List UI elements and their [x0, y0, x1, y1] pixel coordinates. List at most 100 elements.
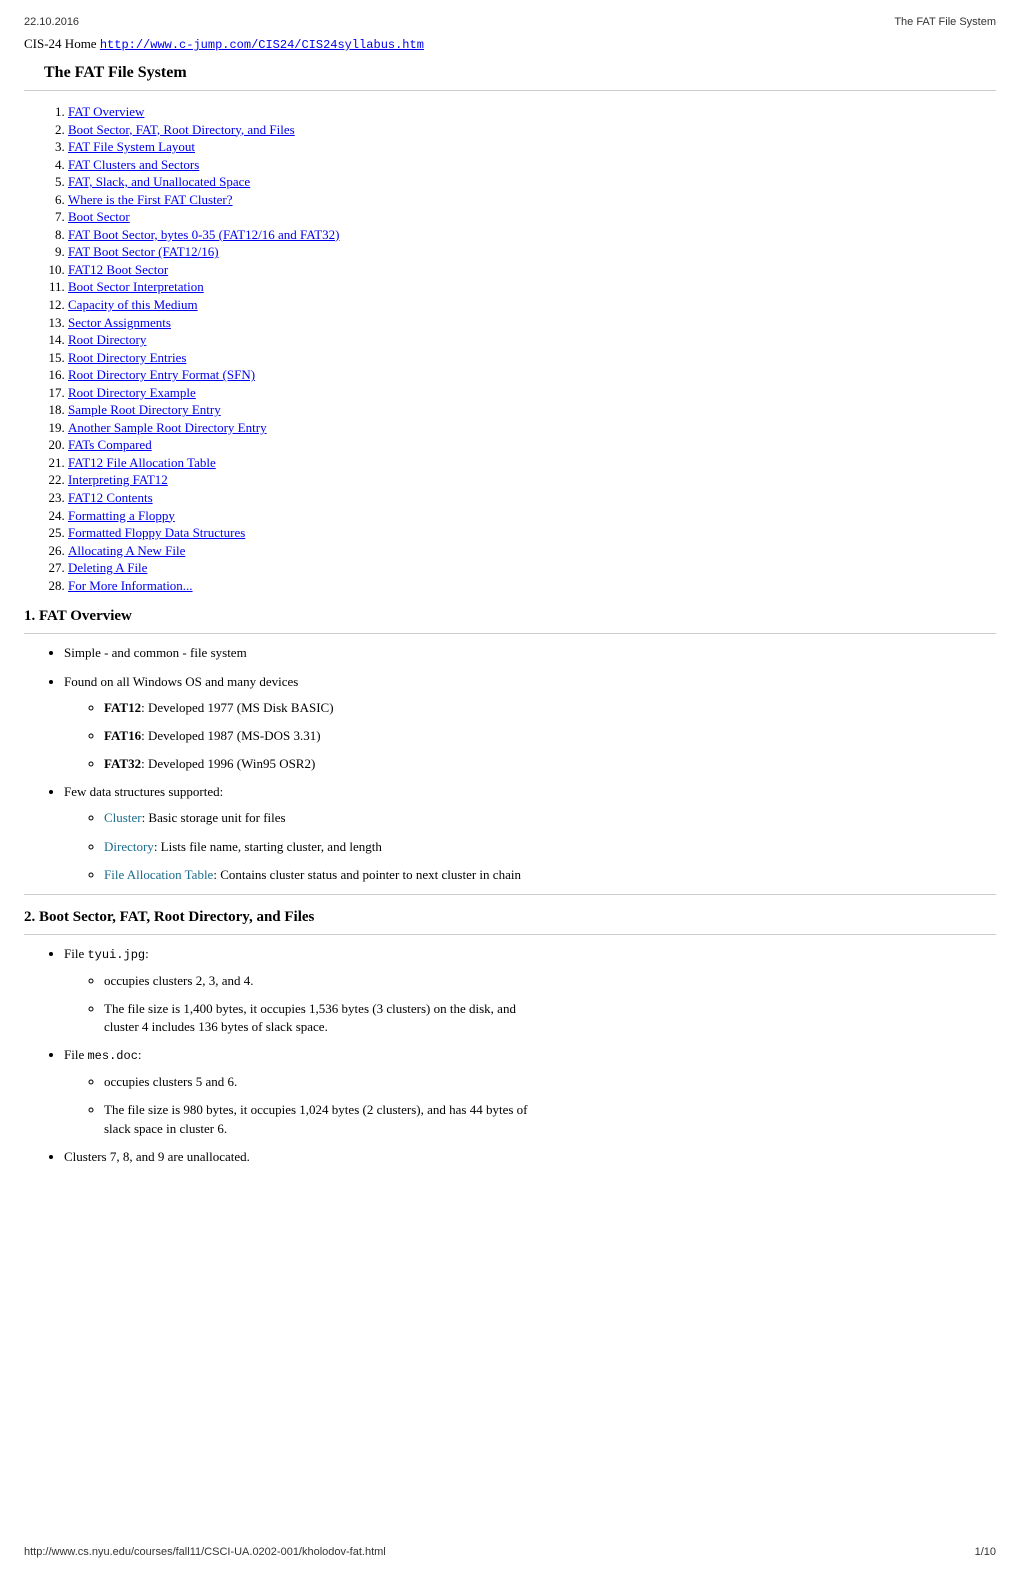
toc-link-2[interactable]: Boot Sector, FAT, Root Directory, and Fi…	[68, 122, 295, 137]
toc-link-7[interactable]: Boot Sector	[68, 209, 130, 224]
list-text: : Basic storage unit for files	[142, 810, 286, 825]
divider	[24, 90, 996, 91]
toc-item: Deleting A File	[68, 559, 996, 577]
toc-item: Boot Sector, FAT, Root Directory, and Fi…	[68, 121, 996, 139]
toc-item: Root Directory	[68, 331, 996, 349]
toc-link-23[interactable]: FAT12 Contents	[68, 490, 153, 505]
page-header: 22.10.2016 The FAT File System	[24, 16, 996, 28]
toc-item: Where is the First FAT Cluster?	[68, 191, 996, 209]
toc-link-14[interactable]: Root Directory	[68, 332, 146, 347]
toc-item: FAT Overview	[68, 103, 996, 121]
bold-term: FAT16	[104, 728, 141, 743]
sublist: occupies clusters 2, 3, and 4. The file …	[84, 972, 996, 1037]
toc-link-16[interactable]: Root Directory Entry Format (SFN)	[68, 367, 255, 382]
list-item: The file size is 980 bytes, it occupies …	[104, 1101, 544, 1137]
toc-link-19[interactable]: Another Sample Root Directory Entry	[68, 420, 267, 435]
list-item: FAT16: Developed 1987 (MS-DOS 3.31)	[104, 727, 996, 745]
toc-link-26[interactable]: Allocating A New File	[68, 543, 185, 558]
filename: mes.doc	[87, 1049, 137, 1063]
list-item: File Allocation Table: Contains cluster …	[104, 866, 996, 884]
list-item: occupies clusters 2, 3, and 4.	[104, 972, 996, 990]
toc-link-24[interactable]: Formatting a Floppy	[68, 508, 175, 523]
page-title: The FAT File System	[44, 64, 996, 82]
list-text: : Contains cluster status and pointer to…	[213, 867, 521, 882]
section-2-heading: 2. Boot Sector, FAT, Root Directory, and…	[24, 909, 996, 926]
section-1-body: Simple - and common - file system Found …	[44, 644, 996, 884]
toc-item: FAT12 Contents	[68, 489, 996, 507]
toc-link-18[interactable]: Sample Root Directory Entry	[68, 402, 221, 417]
list-text: Few data structures supported:	[64, 784, 223, 799]
divider	[24, 633, 996, 634]
toc-item: Interpreting FAT12	[68, 471, 996, 489]
toc-item: FAT12 File Allocation Table	[68, 454, 996, 472]
toc-item: Root Directory Entries	[68, 349, 996, 367]
toc-item: Formatting a Floppy	[68, 507, 996, 525]
toc-item: Boot Sector Interpretation	[68, 278, 996, 296]
toc-item: Sector Assignments	[68, 314, 996, 332]
toc-link-1[interactable]: FAT Overview	[68, 104, 144, 119]
toc-item: FAT File System Layout	[68, 138, 996, 156]
bold-term: FAT12	[104, 700, 141, 715]
toc-item: Boot Sector	[68, 208, 996, 226]
list-item: FAT32: Developed 1996 (Win95 OSR2)	[104, 755, 996, 773]
list-item: Simple - and common - file system	[64, 644, 996, 662]
toc-link-4[interactable]: FAT Clusters and Sectors	[68, 157, 199, 172]
term: Cluster	[104, 810, 142, 825]
list-item: Cluster: Basic storage unit for files	[104, 809, 996, 827]
toc-item: FAT12 Boot Sector	[68, 261, 996, 279]
toc-item: FAT Boot Sector, bytes 0-35 (FAT12/16 an…	[68, 226, 996, 244]
toc-link-15[interactable]: Root Directory Entries	[68, 350, 186, 365]
home-link[interactable]: http://www.c-jump.com/CIS24/CIS24syllabu…	[100, 38, 424, 52]
toc-item: Root Directory Example	[68, 384, 996, 402]
toc-link-5[interactable]: FAT, Slack, and Unallocated Space	[68, 174, 250, 189]
list-text: File	[64, 1047, 87, 1062]
toc-link-6[interactable]: Where is the First FAT Cluster?	[68, 192, 233, 207]
bold-term: FAT32	[104, 756, 141, 771]
section-1-heading: 1. FAT Overview	[24, 608, 996, 625]
toc-link-10[interactable]: FAT12 Boot Sector	[68, 262, 168, 277]
toc-item: FAT Clusters and Sectors	[68, 156, 996, 174]
toc-link-25[interactable]: Formatted Floppy Data Structures	[68, 525, 245, 540]
toc-item: Formatted Floppy Data Structures	[68, 524, 996, 542]
sublist: FAT12: Developed 1977 (MS Disk BASIC) FA…	[84, 699, 996, 774]
toc-link-9[interactable]: FAT Boot Sector (FAT12/16)	[68, 244, 219, 259]
toc-link-12[interactable]: Capacity of this Medium	[68, 297, 198, 312]
header-title: The FAT File System	[894, 16, 996, 28]
toc-link-3[interactable]: FAT File System Layout	[68, 139, 195, 154]
toc-link-22[interactable]: Interpreting FAT12	[68, 472, 168, 487]
list-text: : Developed 1996 (Win95 OSR2)	[141, 756, 315, 771]
toc-link-11[interactable]: Boot Sector Interpretation	[68, 279, 204, 294]
toc-link-17[interactable]: Root Directory Example	[68, 385, 196, 400]
toc-link-13[interactable]: Sector Assignments	[68, 315, 171, 330]
filename: tyui.jpg	[87, 948, 145, 962]
list-item: File tyui.jpg: occupies clusters 2, 3, a…	[64, 945, 996, 1036]
toc-link-27[interactable]: Deleting A File	[68, 560, 147, 575]
list-text: File	[64, 946, 87, 961]
sublist: Cluster: Basic storage unit for files Di…	[84, 809, 996, 884]
toc-link-20[interactable]: FATs Compared	[68, 437, 152, 452]
divider	[24, 934, 996, 935]
list-text: : Developed 1987 (MS-DOS 3.31)	[141, 728, 320, 743]
list-item: Found on all Windows OS and many devices…	[64, 673, 996, 774]
header-date: 22.10.2016	[24, 16, 79, 28]
toc-link-8[interactable]: FAT Boot Sector, bytes 0-35 (FAT12/16 an…	[68, 227, 340, 242]
list-text: : Lists file name, starting cluster, and…	[154, 839, 382, 854]
list-item: Directory: Lists file name, starting clu…	[104, 838, 996, 856]
toc-link-28[interactable]: For More Information...	[68, 578, 193, 593]
list-item: Few data structures supported: Cluster: …	[64, 783, 996, 884]
toc-item: For More Information...	[68, 577, 996, 595]
toc-link-21[interactable]: FAT12 File Allocation Table	[68, 455, 216, 470]
term: File Allocation Table	[104, 867, 213, 882]
toc-item: Root Directory Entry Format (SFN)	[68, 366, 996, 384]
page-footer: http://www.cs.nyu.edu/courses/fall11/CSC…	[24, 1546, 996, 1558]
table-of-contents: FAT Overview Boot Sector, FAT, Root Dire…	[44, 103, 996, 594]
list-text: : Developed 1977 (MS Disk BASIC)	[141, 700, 333, 715]
toc-item: Another Sample Root Directory Entry	[68, 419, 996, 437]
toc-item: Capacity of this Medium	[68, 296, 996, 314]
list-item: File mes.doc: occupies clusters 5 and 6.…	[64, 1046, 996, 1137]
toc-item: FAT, Slack, and Unallocated Space	[68, 173, 996, 191]
toc-item: Allocating A New File	[68, 542, 996, 560]
list-text: :	[145, 946, 149, 961]
divider	[24, 894, 996, 895]
section-2-body: File tyui.jpg: occupies clusters 2, 3, a…	[44, 945, 996, 1166]
